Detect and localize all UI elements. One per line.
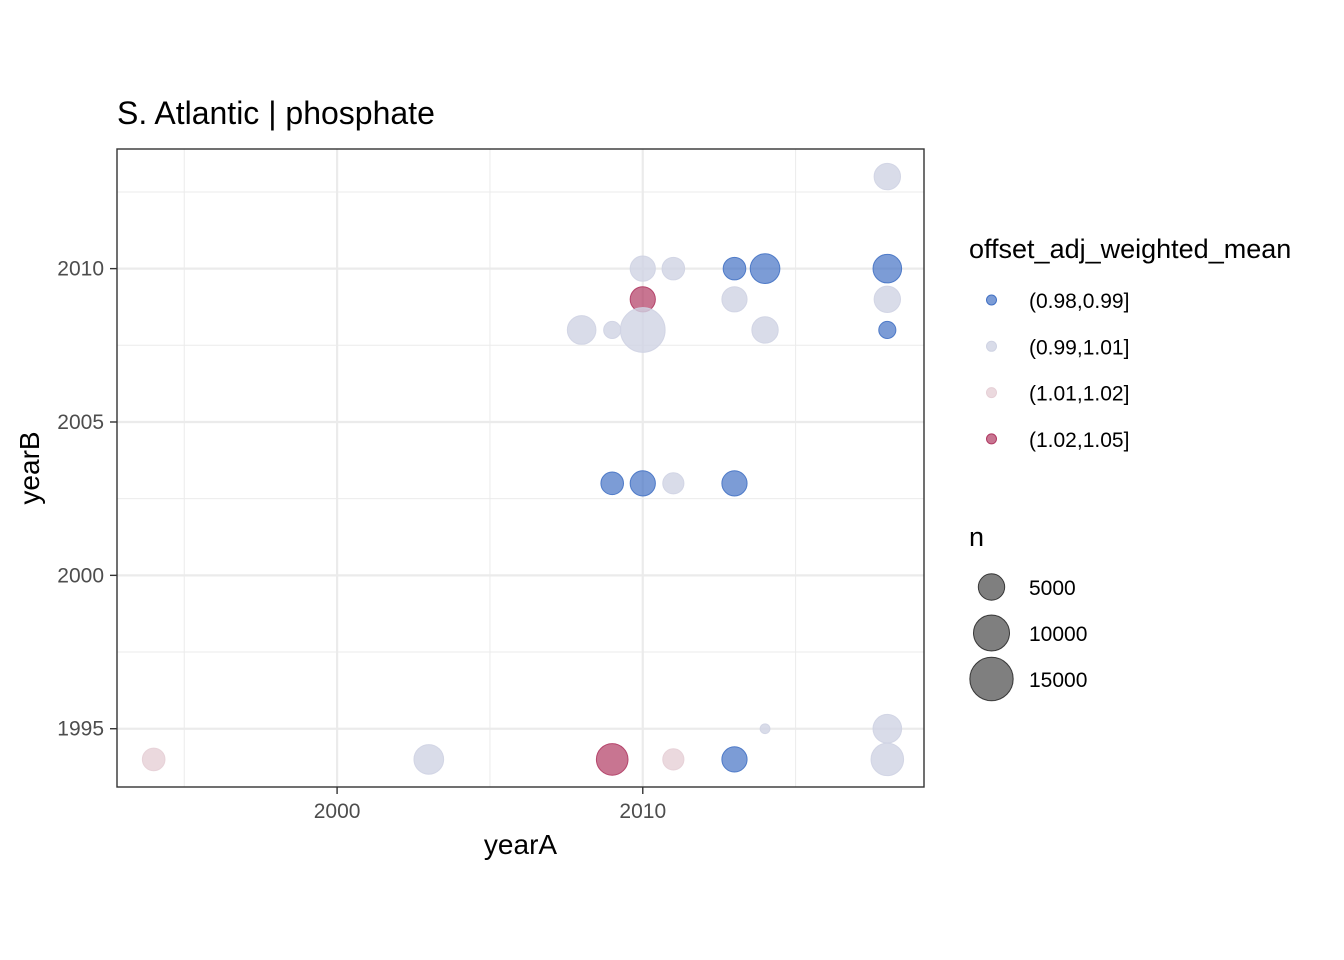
- size-legend-key: [972, 614, 1011, 652]
- color-legend: (0.98,0.99] (0.99,1.01] (1.01,1.02] (1.02,1…: [986, 290, 1129, 452]
- size-legend-label: 10000: [1029, 623, 1087, 646]
- data-point: [872, 253, 903, 284]
- major-gridlines: [117, 149, 924, 787]
- data-point: [721, 746, 748, 773]
- data-point: [751, 316, 779, 344]
- data-points: [141, 162, 905, 777]
- y-tick-label: 1995: [57, 718, 104, 741]
- size-legend-label: 15000: [1029, 669, 1087, 692]
- size-legend: 5000 10000 15000: [969, 573, 1087, 702]
- panel-background: [117, 149, 924, 787]
- size-legend-key: [977, 573, 1006, 601]
- data-point: [629, 255, 656, 282]
- color-legend-key: [986, 433, 997, 445]
- data-point: [141, 747, 166, 772]
- color-legend-title: offset_adj_weighted_mean: [969, 234, 1291, 264]
- size-legend-title: n: [969, 522, 984, 552]
- chart-title: S. Atlantic | phosphate: [117, 95, 435, 131]
- color-legend-label: (1.01,1.02]: [1029, 383, 1129, 406]
- x-tick-label: 2000: [314, 800, 361, 823]
- data-point: [721, 286, 748, 313]
- data-point: [749, 253, 781, 284]
- size-legend-label: 5000: [1029, 577, 1076, 600]
- data-point: [759, 723, 771, 735]
- x-axis-label: yearA: [484, 829, 557, 860]
- panel-border: [116, 148, 925, 788]
- data-point: [661, 256, 686, 281]
- minor-gridlines: [117, 149, 924, 787]
- color-legend-key: [986, 387, 997, 399]
- data-point: [662, 472, 685, 495]
- data-point: [872, 713, 903, 744]
- data-point: [722, 256, 747, 281]
- y-tick-label: 2010: [57, 258, 104, 281]
- data-point: [870, 742, 905, 777]
- data-point: [629, 470, 656, 497]
- color-legend-label: (0.99,1.01]: [1029, 336, 1129, 359]
- data-point: [566, 315, 597, 345]
- data-point: [873, 162, 902, 191]
- size-legend-key: [969, 656, 1014, 702]
- x-axis: 2000 2010: [314, 787, 666, 823]
- data-point: [878, 320, 897, 340]
- y-tick-label: 2005: [57, 411, 104, 434]
- color-legend-key: [986, 340, 997, 352]
- y-axis-label: yearB: [14, 431, 45, 504]
- legend: offset_adj_weighted_mean (0.98,0.99](0.9…: [969, 234, 1291, 702]
- y-tick-label: 2000: [57, 564, 104, 587]
- color-legend-label: (0.98,0.99]: [1029, 290, 1129, 313]
- data-point: [619, 307, 666, 353]
- data-point: [662, 748, 685, 771]
- y-axis: 1995 2000 2005 2010: [57, 258, 117, 741]
- data-point: [600, 471, 625, 496]
- color-legend-key: [986, 294, 997, 306]
- data-point: [721, 470, 748, 497]
- plot-panel: [116, 148, 925, 788]
- data-point: [603, 320, 622, 340]
- data-point: [595, 743, 629, 776]
- color-legend-label: (1.02,1.05]: [1029, 429, 1129, 452]
- x-tick-label: 2010: [619, 800, 666, 823]
- data-point: [873, 285, 902, 313]
- data-point: [413, 744, 445, 775]
